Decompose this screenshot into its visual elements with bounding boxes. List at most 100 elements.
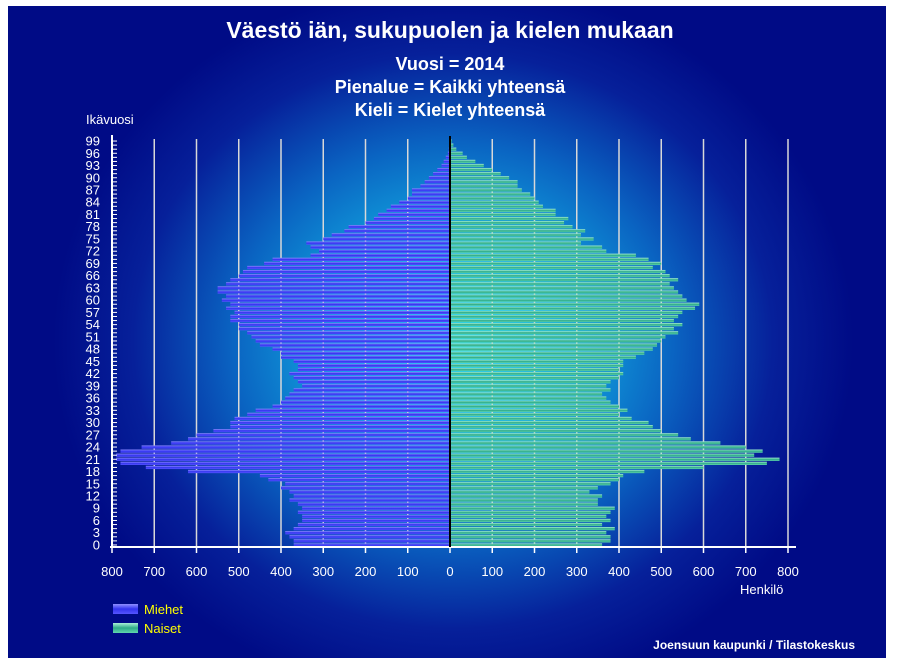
bar-male-age-47 [281,351,450,355]
bar-male-age-64 [226,282,450,286]
bar-female-age-5 [450,522,603,527]
bar-male-age-36 [285,396,450,400]
y-tick-label: 69 [86,256,100,271]
bar-female-age-80 [450,216,569,221]
y-tick-label: 81 [86,207,100,222]
bar-female-age-18 [450,469,645,474]
y-tick-label: 96 [86,146,100,161]
bar-male-age-11 [289,498,450,502]
y-tick-label: 39 [86,378,100,393]
bar-female-age-94 [450,159,476,164]
bars [116,139,780,547]
bar-male-age-22 [116,453,450,457]
bar-male-age-50 [255,339,450,343]
bar-male-age-18 [188,469,451,474]
bar-male-age-87 [411,188,450,192]
bar-male-age-79 [365,221,450,225]
bar-male-age-90 [428,176,450,180]
bar-male-age-96 [447,151,450,155]
source-note: Joensuun kaupunki / Tilastokeskus [653,638,855,652]
axes: 800 700 600 500 400 300 200 100 0 100 200 300 400 500… [86,134,799,579]
bar-male-age-2 [289,535,450,539]
y-tick-label: 87 [86,183,100,198]
bar-female-age-71 [450,253,636,257]
y-tick-label: 99 [86,134,100,149]
bar-male-age-16 [268,478,450,482]
bar-male-age-33 [255,408,450,412]
x-tick-label: 700 [143,564,165,579]
bar-male-age-41 [293,376,450,380]
bar-male-age-78 [348,225,450,229]
y-tick-label: 72 [86,244,100,259]
bar-female-age-98 [450,143,454,147]
y-tick-label: 54 [86,317,100,332]
bar-male-age-23 [120,449,450,453]
bar-male-age-53 [238,327,450,331]
y-tick-label: 84 [86,195,100,210]
y-tick-label: 45 [86,354,100,369]
y-tick-label: 36 [86,391,100,406]
bar-male-age-95 [445,155,450,159]
bar-female-age-13 [450,490,590,494]
bar-female-age-77 [450,229,586,233]
bar-male-age-34 [272,404,450,408]
bar-male-age-93 [441,163,450,168]
y-tick-label: 24 [86,440,100,455]
bar-male-age-38 [293,388,450,392]
y-tick-label: 12 [86,489,100,504]
bar-female-age-17 [450,473,624,478]
bar-female-age-50 [450,339,662,343]
bar-male-age-54 [238,323,450,327]
bar-female-age-95 [450,155,467,159]
x-axis-label: Henkilö [740,582,783,597]
bar-male-age-73 [310,245,450,249]
bar-male-age-88 [420,184,450,188]
bar-female-age-10 [450,502,598,506]
bar-female-age-79 [450,221,565,225]
y-tick-label: 93 [86,158,100,173]
bar-female-age-65 [450,278,679,282]
x-tick-label: 800 [101,564,123,579]
bar-male-age-71 [310,253,450,257]
bar-female-age-88 [450,184,518,188]
bar-male-age-6 [302,518,450,523]
bar-male-age-83 [390,204,450,208]
bar-male-age-86 [411,192,450,196]
bar-male-age-60 [221,298,450,302]
bar-male-age-0 [293,543,450,547]
bar-male-age-94 [443,159,450,164]
x-tick-label: 100 [481,564,503,579]
x-tick-label: 600 [186,564,208,579]
bar-female-age-27 [450,433,679,437]
bar-male-age-92 [437,167,450,172]
bar-female-age-53 [450,327,674,331]
bar-male-age-8 [297,510,450,514]
bar-female-age-60 [450,298,687,302]
bar-male-age-12 [293,494,450,498]
chart-subtitle-area: Pienalue = Kaikki yhteensä [335,77,567,97]
bar-male-age-13 [289,490,450,494]
bar-female-age-61 [450,294,683,298]
legend: Miehet Naiset [113,602,183,636]
bar-female-age-29 [450,425,653,429]
bar-female-age-23 [450,449,763,453]
x-tick-label: 800 [777,564,799,579]
bar-male-age-31 [234,416,450,421]
legend-swatch-female [113,623,138,633]
x-tick-label: 300 [312,564,334,579]
chart-subtitle-language: Kieli = Kielet yhteensä [355,100,547,120]
bar-male-age-32 [247,412,450,417]
bar-female-age-26 [450,437,691,441]
x-tick-label: 100 [397,564,419,579]
chart-title: Väestö iän, sukupuolen ja kielen mukaan [226,17,673,43]
x-tick-label: 600 [693,564,715,579]
y-tick-label: 15 [86,476,100,491]
bar-male-age-19 [145,465,451,470]
bar-female-age-46 [450,355,636,359]
bar-male-age-44 [297,363,450,368]
y-tick-label: 51 [86,329,100,344]
y-axis-label: Ikävuosi [86,112,134,127]
bar-male-age-69 [264,261,450,266]
